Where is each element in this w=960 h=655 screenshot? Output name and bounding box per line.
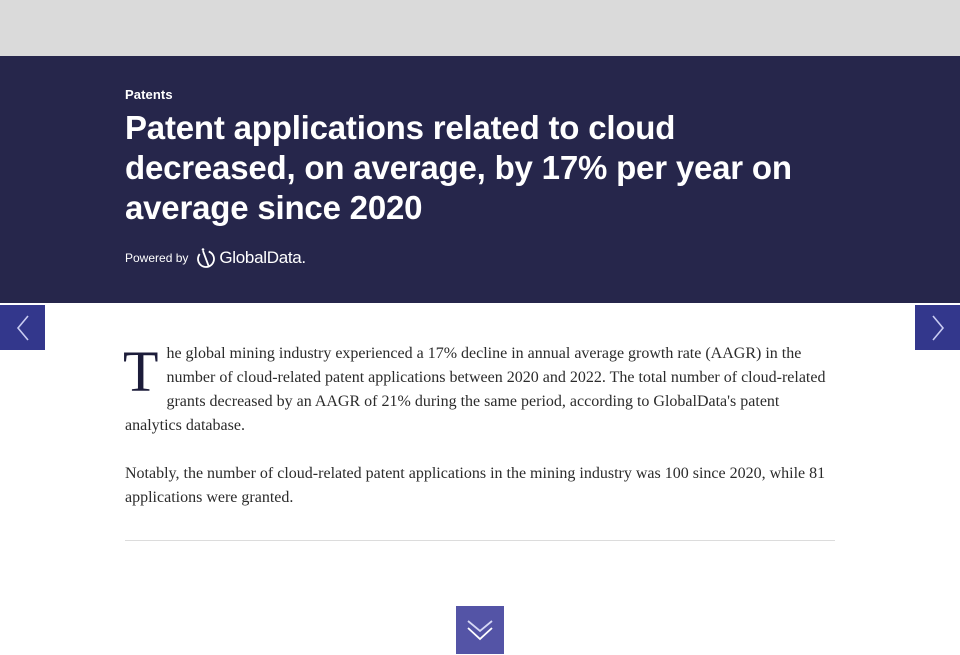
double-chevron-down-icon xyxy=(467,620,493,641)
powered-by-label: Powered by xyxy=(125,251,189,265)
chevron-left-icon xyxy=(16,314,29,341)
previous-article-button[interactable] xyxy=(0,305,45,350)
chevron-right-icon xyxy=(931,314,944,341)
globaldata-brand-name: GlobalData. xyxy=(219,248,306,267)
article-header: Patents Patent applications related to c… xyxy=(0,56,960,303)
article-paragraph-2: Notably, the number of cloud-related pat… xyxy=(125,465,826,506)
divider xyxy=(125,540,835,541)
globaldata-logo-icon xyxy=(197,248,216,268)
category-label[interactable]: Patents xyxy=(125,87,173,102)
top-bar xyxy=(0,0,960,56)
globaldata-logo[interactable]: GlobalData. xyxy=(196,246,306,270)
page-title: Patent applications related to cloud dec… xyxy=(125,109,792,226)
scroll-down-button[interactable] xyxy=(456,606,504,654)
drop-cap: T xyxy=(123,339,159,404)
next-article-button[interactable] xyxy=(915,305,960,350)
paragraph-1-text: he global mining industry experienced a … xyxy=(125,345,826,434)
powered-by: Powered by GlobalData. xyxy=(125,246,306,270)
